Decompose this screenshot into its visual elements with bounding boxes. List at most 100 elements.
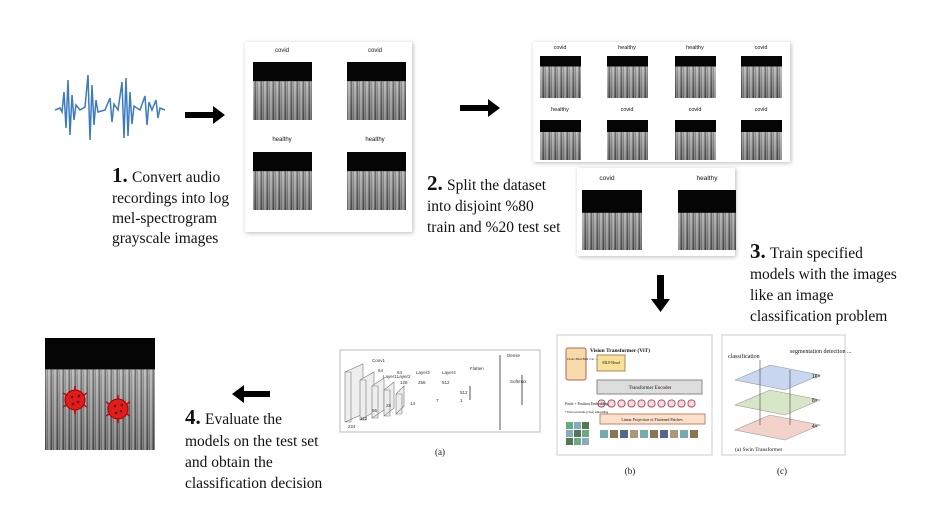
image-patch [566,438,573,445]
spectrogram-silence [607,56,648,67]
model-label: MLP Head [602,360,620,365]
patch [690,430,698,438]
model-label: 256 [418,380,426,385]
token [677,399,686,408]
patch [620,430,628,438]
panel-label: covid [755,107,768,113]
patch [670,430,678,438]
feature-map [733,414,822,441]
spectrogram-silence [741,56,782,67]
step-text: models with the images [750,266,897,283]
model-label: Layer1Layer2 [383,374,411,379]
model-label: Dense [507,353,521,358]
box [599,413,706,425]
step-text: like an image [750,287,834,304]
model-label: Patch + Position Embedding [565,402,608,406]
token [607,399,616,408]
spectrogram-silence [45,338,155,370]
arrow-down [651,275,670,312]
token [667,399,676,408]
virus [107,398,129,420]
token [687,399,696,408]
spectrogram-silence [607,120,648,132]
panel-label: covid [275,48,289,54]
spectrogram-silence [253,152,312,172]
step-text: into disjoint %80 [427,198,534,215]
model-label: Transformer Encoder [629,386,672,391]
caption: (a) [435,447,445,457]
arrow-right [460,99,500,117]
step-text: Evaluate the [205,411,282,428]
arrow-right [185,106,225,124]
spectrogram-silence [582,190,642,213]
layer-block [371,377,385,419]
panel-label: healthy [618,45,636,51]
model-label: Linear Projection of Flattened Patches [621,417,683,422]
spectrogram-silence [347,62,406,82]
box [596,354,626,372]
token [597,399,606,408]
step-text: Split the dataset [447,177,547,194]
virus-dot [76,400,80,404]
virus-dot [71,402,75,406]
patch [630,430,638,438]
step-number: 3. [750,239,766,263]
model-label: 56 [372,408,378,413]
image-patch [566,422,573,429]
panel-label: healthy [686,45,704,51]
panel-label: covid [368,48,382,54]
spectrogram-silence [675,120,716,132]
spectrogram-silence [253,62,312,82]
feature-map [733,364,822,391]
image-patch [574,422,581,429]
layer-block [383,381,395,417]
model-label: 4× [812,424,818,430]
virus-dot [119,409,123,413]
model-label: Softmax [510,379,527,384]
image-patch [582,430,589,437]
model-label: 64 [397,370,403,375]
model-label: Layer3 [416,370,430,375]
image-patch [582,422,589,429]
step-text: grayscale images [112,230,218,247]
virus-dot [77,394,81,398]
waveform [54,74,166,141]
panel-label: covid [599,175,615,182]
model-label: Flatten [470,366,484,371]
panel-label: covid [755,45,768,51]
virus-dot [114,411,118,415]
model-title: Vision Transformer (ViT) [590,347,650,354]
spectrogram-silence [540,120,581,132]
layer-block [359,371,375,421]
step-number: 4. [185,405,201,429]
caption: (c) [777,466,787,476]
token [657,399,666,408]
token [627,399,636,408]
model-label: 512 [442,380,450,385]
model-label: 16× [812,374,821,380]
spectrogram-silence [675,56,716,67]
model-label: 14 [410,401,416,406]
model-label: 28 [386,403,392,408]
model-label: Conv1 [372,358,386,363]
step-text: Convert audio [132,169,220,186]
model-label: Layer4 [442,370,456,375]
model-label: 7 [436,398,439,403]
image-patch [574,438,581,445]
patch [680,430,688,438]
panel-label: covid [689,107,702,113]
layer-block [395,385,405,415]
patch [660,430,668,438]
step-text: and obtain the [185,454,273,471]
image-patch [582,438,589,445]
model-label: * Extra learnable [class] embedding [565,410,609,414]
model-label: Class Bird Ball Car ... [567,357,598,361]
token [637,399,646,408]
panel-label: healthy [551,107,569,113]
spectrogram-silence [540,56,581,67]
panel-label: covid [554,45,567,51]
spectrogram-silence [347,152,406,172]
panel-label: healthy [697,175,719,182]
panel-label: healthy [272,137,291,143]
